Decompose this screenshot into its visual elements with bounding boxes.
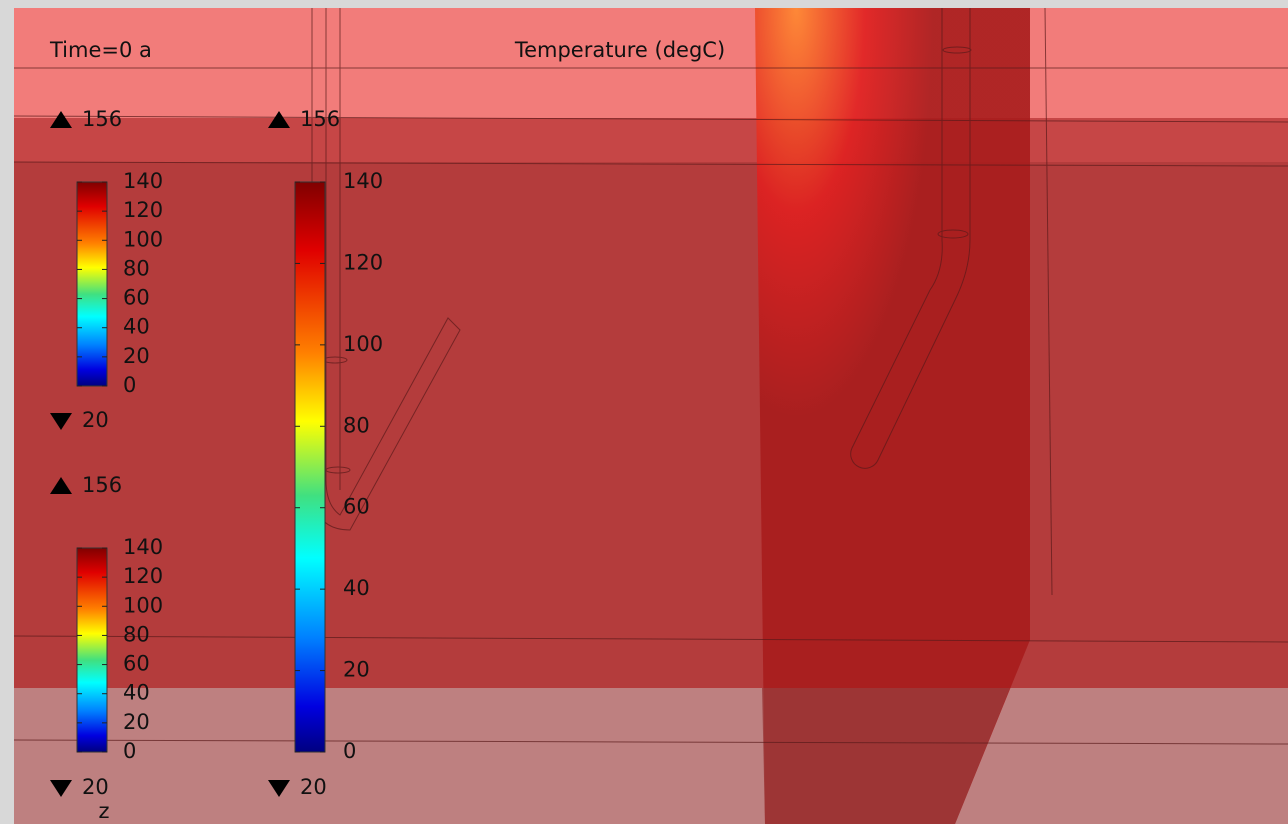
axis-label: z — [98, 799, 109, 823]
color-bar — [77, 548, 107, 752]
tick-label: 100 — [123, 593, 163, 617]
color-bar — [77, 182, 107, 386]
max-label: 156 — [82, 473, 122, 497]
tick-label: 20 — [123, 344, 150, 368]
tick-label: 40 — [123, 315, 150, 339]
min-label: 20 — [82, 775, 109, 799]
time-label: Time=0 a — [49, 38, 152, 62]
tick-label: 40 — [343, 576, 370, 600]
plot-title: Temperature (degC) — [514, 38, 725, 62]
tick-label: 140 — [123, 535, 163, 559]
tick-label: 20 — [123, 710, 150, 734]
max-label: 156 — [82, 107, 122, 131]
tick-label: 0 — [343, 739, 356, 763]
tick-label: 0 — [123, 373, 136, 397]
tick-label: 140 — [123, 169, 163, 193]
color-bar — [295, 182, 325, 752]
tick-label: 120 — [123, 198, 163, 222]
tick-label: 100 — [343, 332, 383, 356]
tick-label: 120 — [123, 564, 163, 588]
tick-label: 80 — [123, 256, 150, 280]
tick-label: 80 — [123, 622, 150, 646]
min-label: 20 — [82, 408, 109, 432]
tick-label: 40 — [123, 681, 150, 705]
max-label: 156 — [300, 107, 340, 131]
scene — [14, 8, 1288, 824]
min-label: 20 — [300, 775, 327, 799]
tick-label: 120 — [343, 250, 383, 274]
tick-label: 20 — [343, 658, 370, 682]
tick-label: 140 — [343, 169, 383, 193]
tick-label: 100 — [123, 227, 163, 251]
tick-label: 80 — [343, 413, 370, 437]
tick-label: 60 — [123, 652, 150, 676]
viewport: Time=0 a Temperature (degC) z 156 20 140 12… — [0, 0, 1288, 824]
tick-label: 0 — [123, 739, 136, 763]
tick-label: 60 — [343, 495, 370, 519]
tick-label: 60 — [123, 286, 150, 310]
